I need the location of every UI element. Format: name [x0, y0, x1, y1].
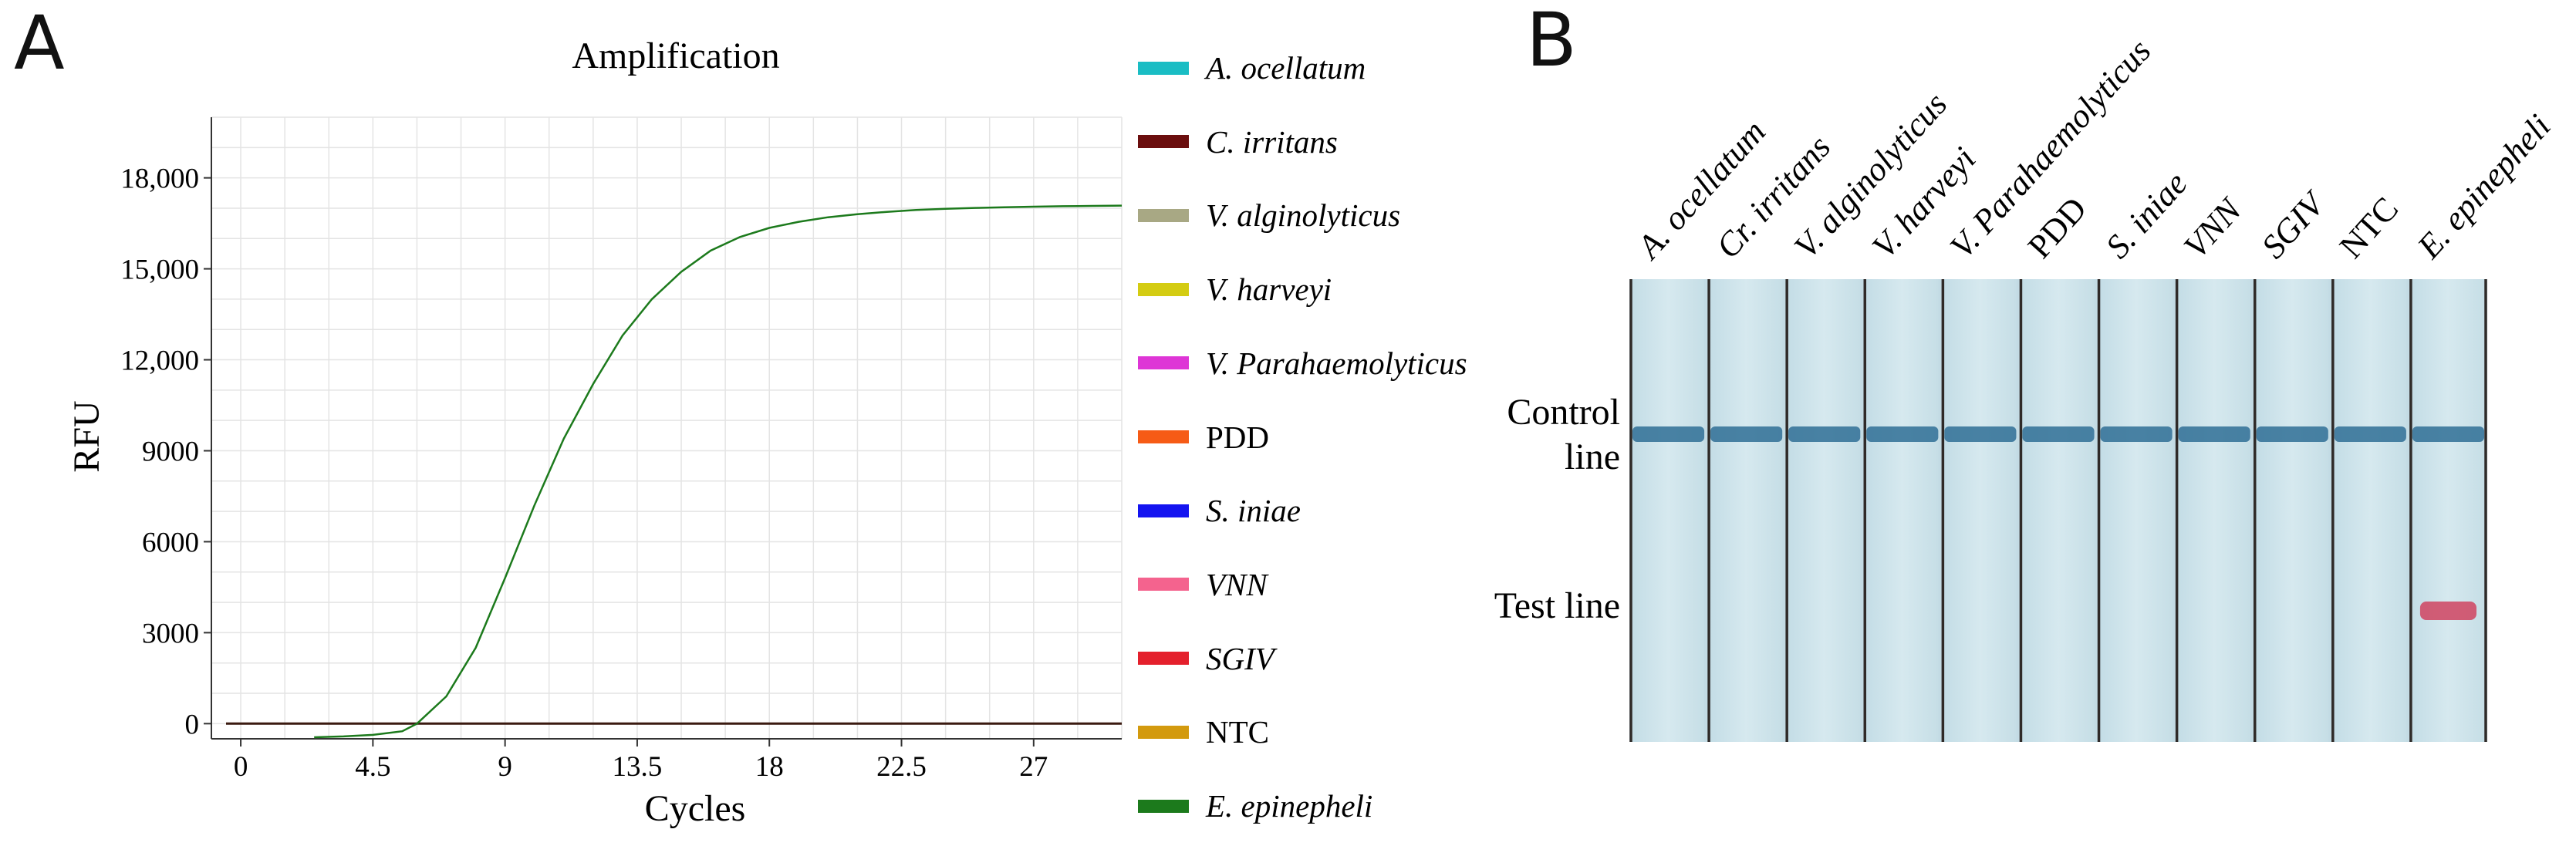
- legend-label: E. epinepheli: [1206, 788, 1373, 824]
- chart-title: Amplification: [572, 35, 779, 76]
- control-line-band: [1710, 426, 1783, 442]
- test-strip: [1632, 279, 1705, 742]
- control-line-band: [2178, 426, 2250, 442]
- test-strips: [1629, 279, 2487, 742]
- panel-b-letter: B: [1526, 0, 1577, 83]
- control-line-label: Control line: [1507, 392, 1620, 477]
- legend-item: V. Parahaemolyticus: [1138, 340, 1467, 386]
- chart-series: [226, 204, 1123, 739]
- legend-label: A. ocellatum: [1206, 50, 1366, 86]
- y-tick-label: 18,000: [120, 163, 199, 195]
- amplification-chart: 0 4.5 9 13.5 18 22.5 27 0 3000 6000 9000 12,000 15,0…: [66, 35, 1123, 829]
- legend-swatch: [1138, 208, 1189, 222]
- legend-swatch: [1138, 282, 1189, 296]
- legend-item: S. iniae: [1138, 487, 1301, 534]
- series-line-e-epinepheli: [314, 204, 1123, 739]
- x-tick-label: 0: [234, 751, 248, 783]
- legend-swatch: [1138, 135, 1189, 149]
- x-tick-label: 18: [755, 751, 784, 783]
- legend-label: V. alginolyticus: [1206, 197, 1401, 234]
- legend-label: SGIV: [1206, 640, 1274, 676]
- y-axis-label: RFU: [66, 400, 107, 472]
- legend-item: VNN: [1138, 561, 1268, 608]
- legend-swatch: [1138, 430, 1189, 443]
- control-line-band: [1944, 426, 2017, 442]
- legend-swatch: [1138, 504, 1189, 517]
- y-tick-label: 12,000: [120, 345, 199, 377]
- test-line-label: Test line: [1494, 585, 1620, 626]
- test-strip: [2022, 279, 2095, 742]
- y-tick-label: 15,000: [120, 254, 199, 286]
- control-line-band: [2022, 426, 2095, 442]
- legend-item: PDD: [1138, 414, 1269, 460]
- y-tick-label: 9000: [142, 436, 199, 467]
- x-tick-label: 27: [1019, 751, 1048, 783]
- chart-axes: 0 4.5 9 13.5 18 22.5 27 0 3000 6000 9000 12,000 15,0…: [120, 117, 1122, 783]
- legend-swatch: [1138, 799, 1189, 813]
- legend-swatch: [1138, 578, 1189, 592]
- x-tick-label: 13.5: [613, 751, 663, 783]
- control-line-band: [1866, 426, 1939, 442]
- legend-label: S. iniae: [1206, 493, 1301, 529]
- x-tick-label: 9: [498, 751, 512, 783]
- control-line-band: [1632, 426, 1705, 442]
- control-line-band: [2334, 426, 2406, 442]
- test-strip: [1788, 279, 1861, 742]
- x-axis-label: Cycles: [645, 788, 746, 829]
- legend-item: C. irritans: [1138, 119, 1338, 165]
- legend-item: V. alginolyticus: [1138, 192, 1400, 238]
- legend-label: V. harveyi: [1206, 271, 1332, 308]
- test-strip: [1710, 279, 1783, 742]
- test-strip: [1944, 279, 2017, 742]
- test-strip: [2412, 279, 2484, 742]
- panel-a-letter: A: [14, 0, 65, 86]
- legend-swatch: [1138, 61, 1189, 75]
- legend-item: A. ocellatum: [1138, 45, 1366, 91]
- legend-label: PDD: [1206, 419, 1270, 455]
- y-tick-label: 6000: [142, 527, 199, 558]
- legend-item: E. epinepheli: [1138, 783, 1372, 829]
- control-line-band: [2100, 426, 2173, 442]
- test-line-band-positive: [2419, 602, 2476, 620]
- test-strip: [2256, 279, 2328, 742]
- control-line-band: [2412, 426, 2484, 442]
- test-strip: [2334, 279, 2406, 742]
- legend-item: NTC: [1138, 709, 1269, 755]
- legend-label: NTC: [1206, 714, 1269, 750]
- test-strip: [2178, 279, 2250, 742]
- legend-item: V. harveyi: [1138, 266, 1332, 312]
- legend-label: C. irritans: [1206, 123, 1338, 160]
- legend-swatch: [1138, 725, 1189, 739]
- legend-label: V. Parahaemolyticus: [1206, 345, 1467, 381]
- y-tick-label: 3000: [142, 618, 199, 649]
- control-line-band: [2256, 426, 2328, 442]
- legend-swatch: [1138, 356, 1189, 370]
- y-tick-label: 0: [185, 709, 200, 740]
- legend-item: SGIV: [1138, 635, 1274, 682]
- legend-swatch: [1138, 652, 1189, 666]
- test-strip: [1866, 279, 1939, 742]
- x-tick-label: 4.5: [355, 751, 390, 783]
- test-strip: [2100, 279, 2173, 742]
- x-tick-label: 22.5: [876, 751, 927, 783]
- control-line-band: [1788, 426, 1861, 442]
- legend-label: VNN: [1206, 566, 1268, 602]
